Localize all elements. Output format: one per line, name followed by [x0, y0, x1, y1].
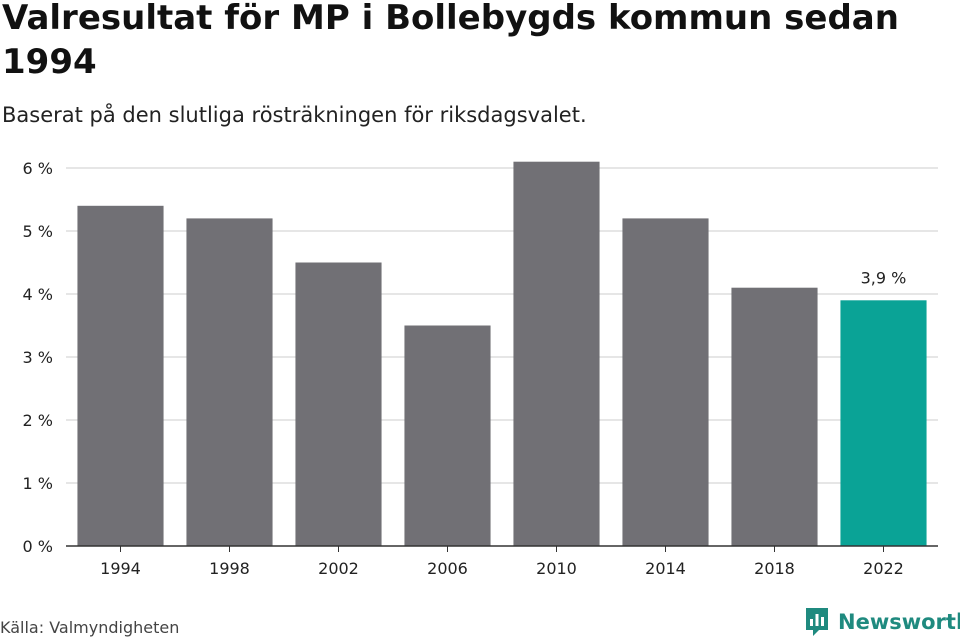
x-tick-label: 1994	[100, 559, 141, 578]
data-label-2022: 3,9 %	[861, 268, 907, 287]
chart-subtitle: Baserat på den slutliga rösträkningen fö…	[2, 103, 587, 127]
brand-name: Newsworthy	[838, 610, 960, 634]
data-labels: 3,9 %	[861, 268, 907, 287]
y-tick-label: 2 %	[23, 411, 53, 430]
y-tick-label: 4 %	[23, 285, 53, 304]
bars	[77, 161, 927, 547]
x-tick-label: 2022	[863, 559, 904, 578]
bar-1998	[186, 218, 273, 546]
x-tick-label: 2018	[754, 559, 795, 578]
y-axis-ticks: 0 % 1 % 2 % 3 % 4 % 5 % 6 %	[23, 159, 53, 556]
bar-1994	[77, 205, 164, 547]
bar-2018	[731, 287, 818, 546]
bar-chart: 0 % 1 % 2 % 3 % 4 % 5 % 6 % 1994 1998 2002 2006 20…	[23, 159, 938, 578]
x-tick-label: 2006	[427, 559, 468, 578]
y-tick-label: 5 %	[23, 222, 53, 241]
x-tick-label: 2010	[536, 559, 577, 578]
brand-logo: Newsworthy	[804, 606, 960, 638]
y-tick-label: 0 %	[23, 537, 53, 556]
y-tick-label: 6 %	[23, 159, 53, 178]
bar-2010	[513, 161, 600, 546]
bar-2006	[404, 325, 491, 546]
bar-2002	[295, 262, 382, 546]
x-tick-label: 2014	[645, 559, 686, 578]
x-axis-ticks: 1994 1998 2002 2006 2010 2014 2018 2022	[100, 546, 904, 578]
chart-title: Valresultat för MP i Bollebygds kommun s…	[2, 0, 899, 82]
bar-2014	[622, 218, 709, 546]
x-tick-label: 1998	[209, 559, 250, 578]
y-tick-label: 1 %	[23, 474, 53, 493]
x-tick-label: 2002	[318, 559, 359, 578]
y-tick-label: 3 %	[23, 348, 53, 367]
bar-2022	[840, 300, 927, 546]
newsworthy-logo-icon	[806, 608, 828, 636]
source-note: Källa: Valmyndigheten	[0, 618, 180, 637]
